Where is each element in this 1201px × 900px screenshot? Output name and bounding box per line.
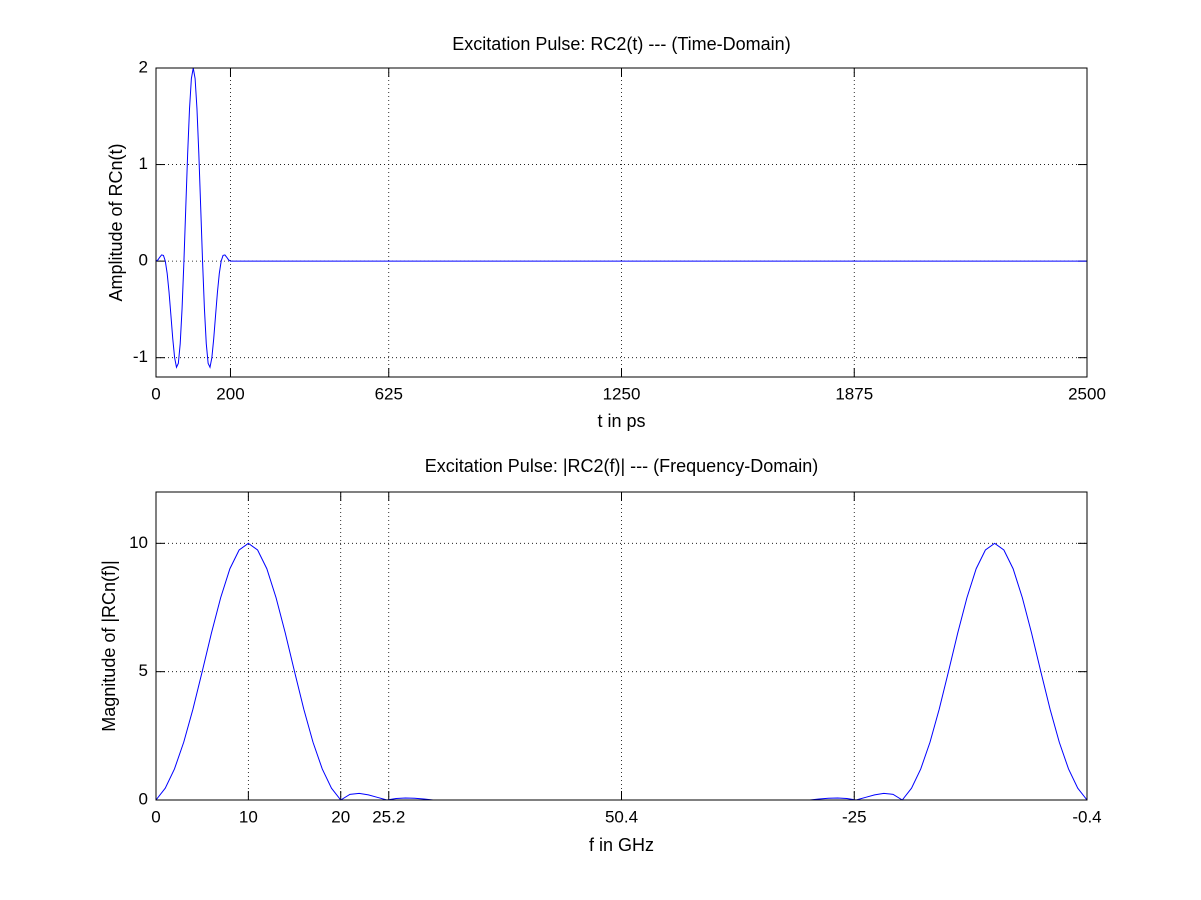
x-tick-label: 0 — [151, 807, 160, 826]
plot-area — [156, 492, 1087, 800]
x-tick-label: -0.4 — [1072, 807, 1101, 826]
x-tick-label: 20 — [331, 807, 350, 826]
x-tick-label: 10 — [239, 807, 258, 826]
y-tick-label: -1 — [133, 347, 148, 366]
subplot: 0 10 20 25.2 50.4 -25 -0.4 0 5 10 Excitation Pulse… — [99, 456, 1102, 855]
y-tick-label: 5 — [139, 661, 148, 680]
data-line — [155, 67, 1087, 369]
axes-box — [155, 67, 1088, 378]
x-tick-label: -25 — [842, 807, 867, 826]
x-tick-label: 1875 — [835, 384, 873, 403]
x-tick-label: 0 — [151, 384, 160, 403]
chart-title: Excitation Pulse: |RC2(f)| --- (Frequenc… — [425, 456, 818, 476]
x-tick-label: 1250 — [603, 384, 641, 403]
y-axis-label: Amplitude of RCn(t) — [106, 143, 126, 301]
x-axis-label: f in GHz — [589, 835, 654, 855]
y-tick-label: 2 — [139, 57, 148, 76]
x-tick-label: 625 — [375, 384, 403, 403]
chart-title: Excitation Pulse: RC2(t) --- (Time-Domai… — [452, 34, 790, 54]
x-tick-label: 50.4 — [605, 807, 638, 826]
x-tick-label: 200 — [216, 384, 244, 403]
y-tick-label: 10 — [129, 533, 148, 552]
x-tick-label: 2500 — [1068, 384, 1106, 403]
plot-area — [156, 68, 1087, 377]
y-tick-label: 0 — [139, 789, 148, 808]
axes-box — [155, 491, 1088, 801]
y-tick-label: 0 — [139, 251, 148, 270]
y-axis-label: Magnitude of |RCn(f)| — [99, 560, 119, 731]
y-tick-label: 1 — [139, 154, 148, 173]
x-tick-label: 25.2 — [372, 807, 405, 826]
x-axis-label: t in ps — [597, 411, 645, 431]
